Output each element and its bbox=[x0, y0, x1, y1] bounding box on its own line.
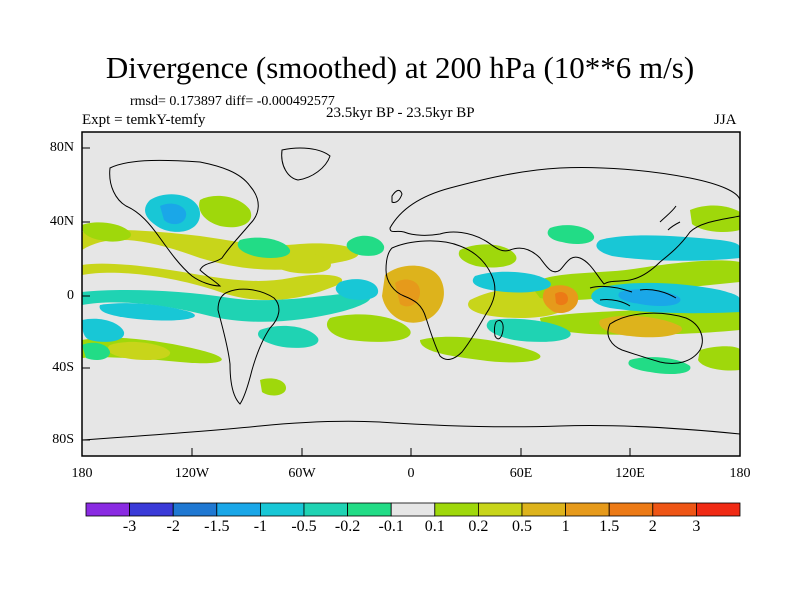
coastlines bbox=[82, 147, 740, 441]
colorbar-swatch bbox=[477, 502, 523, 517]
colorbar-label: 0.2 bbox=[468, 518, 489, 535]
period-label: 23.5kyr BP - 23.5kyr BP bbox=[326, 105, 475, 121]
colorbar-swatch bbox=[652, 502, 697, 517]
lat-label-80s: 80S bbox=[52, 432, 74, 447]
japan-outline bbox=[659, 205, 681, 231]
lon-label-180w: 180 bbox=[71, 466, 93, 481]
colorbar-swatch bbox=[608, 502, 654, 517]
colorbar-swatch bbox=[434, 502, 479, 517]
colorbar-swatch bbox=[172, 502, 218, 517]
indonesia-outline bbox=[589, 285, 677, 307]
colorbar-label: -3 bbox=[122, 518, 137, 535]
colorbar-label: 2 bbox=[648, 518, 657, 535]
colorbar-swatch bbox=[85, 502, 130, 517]
lat-label-80n: 80N bbox=[49, 140, 74, 155]
greenland-outline bbox=[281, 147, 331, 181]
antarctica-outline bbox=[82, 420, 740, 441]
colorbar-label: -0.2 bbox=[334, 518, 361, 535]
africa-outline bbox=[385, 240, 496, 360]
lon-label-180e: 180 bbox=[729, 466, 751, 481]
north-america-outline bbox=[109, 159, 259, 287]
colorbar-swatch bbox=[521, 502, 566, 517]
colorbar-swatch bbox=[565, 502, 610, 517]
colorbar-label: -1.5 bbox=[204, 518, 230, 535]
colorbar-label: 0.1 bbox=[424, 518, 445, 535]
lat-label-40s: 40S bbox=[52, 360, 74, 375]
colorbar-label: -2 bbox=[166, 518, 180, 535]
eurasia-outline bbox=[389, 166, 740, 285]
australia-outline bbox=[607, 312, 703, 364]
lon-label-0: 0 bbox=[407, 466, 415, 481]
positive-anomaly-regions bbox=[82, 195, 740, 396]
south-america-outline bbox=[217, 288, 280, 405]
colorbar-swatch bbox=[259, 502, 305, 517]
colorbar-label: -0.5 bbox=[291, 518, 317, 535]
axis-ticks bbox=[81, 147, 741, 456]
colorbar-label: 0.5 bbox=[512, 518, 532, 535]
colorbar-swatch bbox=[216, 502, 261, 517]
colorbar-label: 1.5 bbox=[599, 518, 620, 535]
colorbar-label: 3 bbox=[692, 518, 701, 535]
lon-label-60e: 60E bbox=[509, 466, 533, 481]
statistics-label: rmsd= 0.173897 diff= -0.000492577 bbox=[130, 94, 335, 109]
lon-label-120e: 120E bbox=[615, 466, 645, 481]
experiment-label: Expt = temkY-temfy bbox=[82, 112, 206, 128]
madagascar-outline bbox=[493, 319, 504, 340]
season-label: JJA bbox=[714, 112, 737, 128]
lon-label-60w: 60W bbox=[288, 466, 316, 481]
uk-outline bbox=[391, 189, 403, 203]
colorbar-swatch bbox=[390, 502, 436, 517]
lon-label-120w: 120W bbox=[174, 466, 210, 481]
colorbar-label: -0.1 bbox=[378, 518, 404, 535]
colorbar-label: 1 bbox=[561, 518, 570, 535]
lat-label-0: 0 bbox=[67, 288, 74, 303]
map-title: Divergence (smoothed) at 200 hPa (10**6 … bbox=[105, 50, 695, 85]
lat-label-40n: 40N bbox=[49, 214, 74, 229]
colorbar-swatch bbox=[129, 502, 174, 517]
colorbar bbox=[85, 502, 741, 517]
colorbar-label: -1 bbox=[253, 518, 268, 535]
colorbar-swatch bbox=[303, 502, 348, 517]
colorbar-swatch bbox=[347, 502, 392, 517]
colorbar-swatch bbox=[696, 502, 741, 517]
divergence-field bbox=[82, 147, 740, 441]
negative-anomaly-regions bbox=[82, 194, 740, 374]
